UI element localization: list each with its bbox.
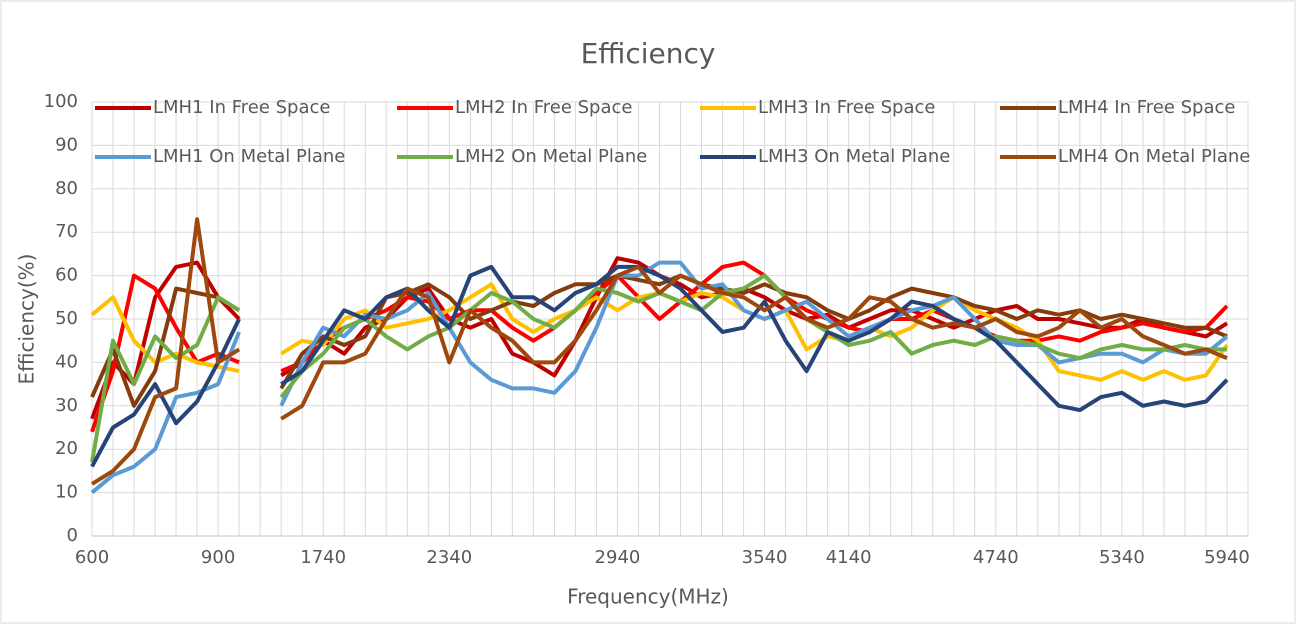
series-line <box>90 260 241 420</box>
y-axis-label: Efficiency(%) <box>15 254 39 385</box>
y-tick-label: 80 <box>55 178 78 199</box>
legend-label: LMH2 In Free Space <box>455 97 632 118</box>
x-tick-label: 4140 <box>826 547 872 568</box>
x-tick-label: 600 <box>75 547 109 568</box>
y-tick-label: 0 <box>67 525 78 546</box>
y-tick-label: 90 <box>55 134 78 155</box>
y-tick-label: 60 <box>55 265 78 286</box>
legend-label: LMH1 In Free Space <box>153 97 330 118</box>
legend-label: LMH2 On Metal Plane <box>455 146 647 167</box>
x-axis-label: Frequency(MHz) <box>567 585 729 609</box>
legend-label: LMH3 On Metal Plane <box>758 146 950 167</box>
series-line <box>90 295 241 463</box>
series-line <box>90 217 241 486</box>
series-line <box>90 318 241 468</box>
y-tick-label: 70 <box>55 221 78 242</box>
x-tick-label: 900 <box>201 547 235 568</box>
y-tick-label: 10 <box>55 482 78 503</box>
series-line <box>90 331 241 495</box>
series-line <box>280 264 1229 413</box>
series-line <box>279 273 1228 390</box>
y-tick-label: 40 <box>55 351 78 372</box>
x-tick-label: 4740 <box>973 547 1019 568</box>
legend-label: LMH3 In Free Space <box>758 97 935 118</box>
series-line <box>280 264 1228 421</box>
x-tick-label: 2340 <box>426 547 472 568</box>
x-tick-label: 5340 <box>1099 547 1145 568</box>
x-tick-label: 5940 <box>1204 547 1250 568</box>
chart-title: Efficiency <box>581 37 716 70</box>
y-tick-label: 30 <box>55 395 78 416</box>
x-tick-label: 2940 <box>595 547 641 568</box>
legend-label: LMH4 In Free Space <box>1058 97 1235 118</box>
series-line <box>90 286 241 408</box>
legend-label: LMH1 On Metal Plane <box>153 146 345 167</box>
x-tick-label: 3540 <box>742 547 788 568</box>
y-tick-label: 20 <box>55 438 78 459</box>
legend-label: LMH4 On Metal Plane <box>1058 146 1250 167</box>
y-tick-label: 100 <box>44 91 78 112</box>
x-tick-label: 1740 <box>300 547 346 568</box>
y-tick-label: 50 <box>55 308 78 329</box>
